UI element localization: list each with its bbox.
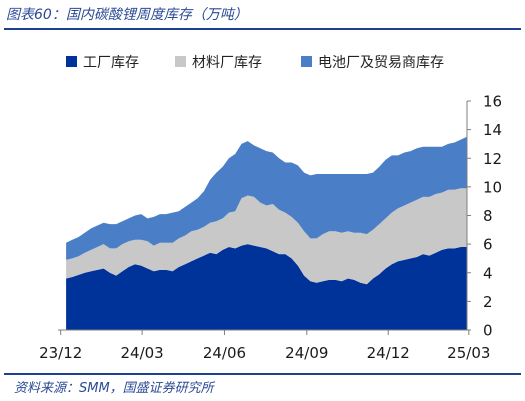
y-tick-label: 14 — [483, 121, 502, 139]
legend-item: 电池厂及贸易商库存 — [301, 55, 444, 71]
y-tick-label: 16 — [483, 93, 502, 111]
bottom-rule — [4, 373, 521, 375]
x-tick-label: 25/03 — [447, 344, 490, 362]
legend-label: 工厂库存 — [83, 55, 139, 71]
x-tick-label: 24/03 — [121, 344, 164, 362]
area-series-2 — [66, 188, 467, 285]
source-note: 资料来源：SMM，国盛证券研究所 — [14, 381, 214, 396]
legend-item: 工厂库存 — [66, 55, 139, 71]
legend-label: 电池厂及贸易商库存 — [318, 55, 444, 71]
y-tick-label: 0 — [483, 322, 493, 340]
chart-areas — [66, 136, 467, 330]
y-tick-label: 8 — [483, 207, 493, 225]
legend-swatch — [175, 56, 186, 67]
legend-label: 材料厂库存 — [192, 55, 262, 71]
y-tick-label: 2 — [483, 293, 493, 311]
chart-legend: 工厂库存 材料厂库存 电池厂及贸易商库存 — [66, 55, 444, 71]
legend-item: 材料厂库存 — [175, 55, 262, 71]
x-tick-label: 24/06 — [203, 344, 246, 362]
x-tick-label: 23/12 — [39, 344, 82, 362]
chart-axes: 0 2 4 6 8 10 12 14 16 23/12 24/03 24/06 24/09 24/12 25… — [39, 93, 502, 363]
x-tick-label: 24/12 — [367, 344, 410, 362]
legend-swatch — [66, 56, 77, 67]
chart-title: 图表60：国内碳酸锂周度库存（万吨） — [6, 7, 248, 23]
area-series-3 — [66, 136, 467, 260]
area-series-1 — [66, 244, 467, 330]
top-rule — [4, 28, 521, 30]
x-tick-label: 24/09 — [285, 344, 328, 362]
y-tick-label: 6 — [483, 236, 493, 254]
legend-swatch — [301, 56, 312, 67]
y-tick-label: 4 — [483, 264, 493, 282]
y-tick-label: 12 — [483, 150, 502, 168]
y-tick-label: 10 — [483, 178, 502, 196]
